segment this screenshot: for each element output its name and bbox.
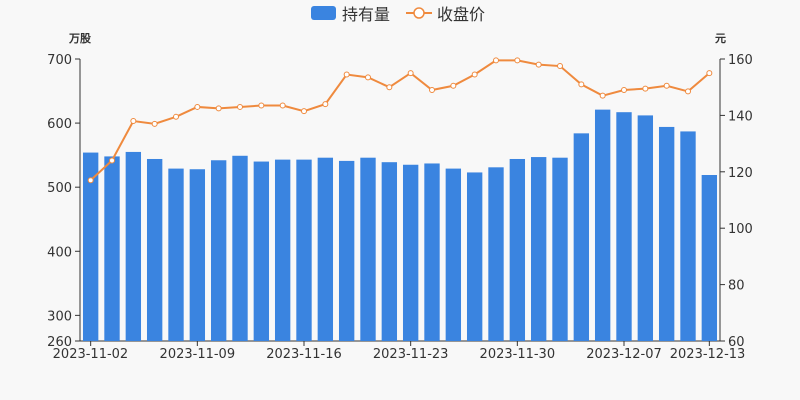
bar [402,164,419,341]
bar [210,160,227,341]
close-price-point [386,84,393,91]
close-price-point [279,102,286,109]
bar [701,175,718,341]
close-price-point [578,81,585,88]
bar [189,169,206,341]
close-price-point [173,113,179,120]
close-price-point [343,71,350,78]
close-price-point [109,157,115,164]
legend: 持有量 收盘价 [311,5,485,24]
close-price-point [151,120,158,127]
close-price-point [663,82,670,89]
close-price-point [87,177,94,184]
x-tick-label: 2023-12-13 [670,347,746,362]
y-right-unit-label: 元 [715,32,726,45]
close-price-line [89,59,710,181]
x-tick-label: 2023-11-16 [266,347,342,362]
close-price-point [429,87,435,94]
bar [445,168,462,341]
bar [466,172,483,341]
bar [274,159,291,341]
close-price-point [215,105,222,112]
close-price-point [557,63,563,70]
y-right-tick-label: 160 [728,53,753,68]
close-price-point [301,108,307,115]
close-price-point [322,101,329,108]
bar [637,115,654,342]
bar [552,157,568,341]
bar [104,156,120,341]
bar [573,133,590,341]
bar [381,162,398,341]
y-left-unit-label: 万股 [68,32,92,45]
close-price-point [237,103,243,110]
y-left-tick-label: 300 [47,309,72,324]
x-tick-label: 2023-11-23 [373,347,449,362]
bar [658,126,675,341]
legend-label-holdings: 持有量 [342,5,390,24]
close-price-point [130,118,137,125]
plot-area: 260 300 400 500 600 700 60 80 100 120 140 160 2023-1… [47,53,753,362]
close-price-point [258,102,265,109]
bar [82,152,99,341]
close-price-point [493,57,499,64]
bar [616,112,632,341]
legend-line-marker-icon [413,7,425,19]
bar [509,158,526,341]
bar [125,151,142,341]
bar [594,109,611,341]
bar [338,160,355,341]
bar [424,163,440,341]
bar [360,157,376,341]
y-right-tick-label: 60 [728,335,745,350]
legend-bar-swatch [311,6,336,20]
close-price-point [365,74,371,81]
bar [530,157,547,341]
y-right-tick-label: 100 [728,222,753,237]
y-left-tick-label: 700 [47,53,72,68]
bar [253,161,270,341]
legend-label-close-price: 收盘价 [437,5,485,24]
y-left-tick-label: 600 [47,117,72,132]
close-price-point [407,70,414,77]
close-price-point [642,85,649,92]
close-price-point [599,92,606,99]
bar [146,158,163,341]
y-left-tick-label: 500 [47,181,72,196]
close-price-point [535,61,542,68]
close-price-point [450,82,457,89]
bar [488,167,504,341]
close-price-point [621,87,627,94]
x-tick-label: 2023-11-30 [480,347,556,362]
y-left-tick-label: 260 [47,335,72,350]
close-price-point [514,57,521,64]
x-tick-label: 2023-11-09 [160,347,236,362]
bar [296,159,312,341]
bar [168,168,184,341]
bar [232,155,248,341]
bar [680,131,696,341]
y-right-tick-label: 80 [728,279,745,294]
bar [317,157,334,341]
x-tick-label: 2023-12-07 [586,347,662,362]
close-price-point [194,103,201,110]
y-left-tick-label: 400 [47,245,72,260]
y-right-tick-label: 140 [728,109,753,124]
x-tick-label: 2023-11-02 [53,347,129,362]
close-price-point [706,70,713,77]
y-right-tick-label: 120 [728,166,753,181]
close-price-point [471,71,478,78]
close-price-point [685,88,691,95]
